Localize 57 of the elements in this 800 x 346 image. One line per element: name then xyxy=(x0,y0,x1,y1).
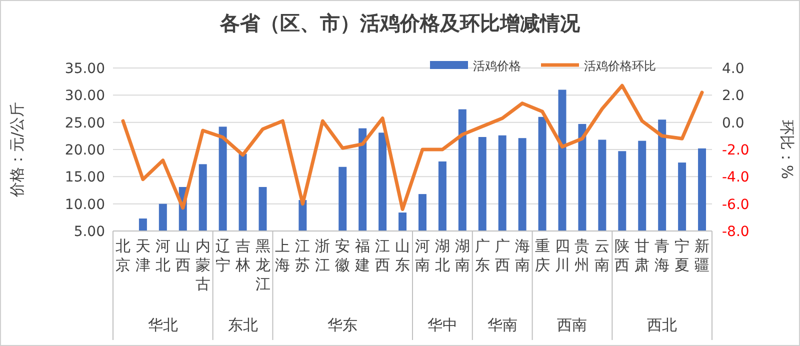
x-tick-label: 北京 xyxy=(115,237,130,274)
y-tick-label: 15.00 xyxy=(64,170,105,186)
x-tick-label: 山东 xyxy=(395,237,410,274)
x-tick-label: 江西 xyxy=(375,237,390,274)
x-tick-label: 辽宁 xyxy=(215,237,230,274)
x-tick-label: 重庆 xyxy=(534,237,550,274)
x-tick-label: 湖南 xyxy=(454,237,470,274)
text: 华南 xyxy=(487,316,518,334)
x-tick-label: 内蒙古 xyxy=(195,237,210,293)
text: 华中 xyxy=(427,316,458,334)
x-tick-label: 四川 xyxy=(554,237,570,274)
x-tick-label: 江苏 xyxy=(295,237,310,274)
x-tick-label: 云南 xyxy=(594,237,610,274)
x-tick-label: 浙江 xyxy=(315,237,330,274)
x-tick-label: 新疆 xyxy=(694,237,710,274)
text: 西北 xyxy=(647,316,678,334)
x-tick-label: 天津 xyxy=(135,237,150,274)
y-tick-label: 5.00 xyxy=(74,224,105,240)
x-tick-label: 安徽 xyxy=(335,237,350,274)
x-tick-label: 宁夏 xyxy=(674,237,690,274)
y2-tick-label: -8.0 xyxy=(722,224,750,240)
y-tick-label: 25.00 xyxy=(64,115,105,132)
y-tick-label: 10.00 xyxy=(64,196,105,213)
y2-tick-label: 2.0 xyxy=(722,88,744,104)
text: 西南 xyxy=(557,316,588,334)
x-tick-label: 福建 xyxy=(354,237,370,274)
x-tick-label: 贵州 xyxy=(574,237,590,274)
x-tick-label: 黑龙江 xyxy=(255,237,270,293)
text: 华东 xyxy=(328,316,358,334)
y2-tick-label: 4.0 xyxy=(722,61,744,77)
y2-tick-label: -2.0 xyxy=(722,142,750,158)
y-tick-label: 35.00 xyxy=(64,61,105,77)
x-tick-label: 湖北 xyxy=(434,237,450,274)
chart-title: 各省（区、市）活鸡价格及环比增减情况 xyxy=(219,11,581,35)
x-tick-label: 广西 xyxy=(494,237,510,274)
y-tick-label: 30.00 xyxy=(64,88,105,104)
x-tick-label: 吉林 xyxy=(234,237,250,274)
x-tick-label: 山西 xyxy=(175,237,190,274)
x-tick-label: 陕西 xyxy=(614,237,630,274)
x-tick-label: 广东 xyxy=(474,237,490,274)
legend-label: 活鸡价格环比 xyxy=(584,59,656,73)
y2-tick-label: -4.0 xyxy=(722,170,750,186)
line-series xyxy=(121,84,704,212)
x-tick-label: 甘肃 xyxy=(634,237,650,274)
legend-label: 活鸡价格 xyxy=(473,59,521,73)
x-tick-label: 上海 xyxy=(275,237,290,274)
y-tick-label: 20.00 xyxy=(64,142,105,158)
x-tick-label: 海南 xyxy=(514,237,530,274)
y2-tick-label: 0.0 xyxy=(722,115,744,132)
x-tick-label: 河北 xyxy=(155,237,170,274)
x-tick-label: 河南 xyxy=(414,237,430,274)
y-axis-title: 价格：元/公斤 xyxy=(8,102,26,198)
x-tick-label: 青海 xyxy=(654,237,670,274)
y2-axis-title: 环比：% xyxy=(778,120,796,180)
text: 东北 xyxy=(228,316,258,334)
y2-tick-label: -6.0 xyxy=(722,196,750,213)
text: 华北 xyxy=(148,316,178,334)
